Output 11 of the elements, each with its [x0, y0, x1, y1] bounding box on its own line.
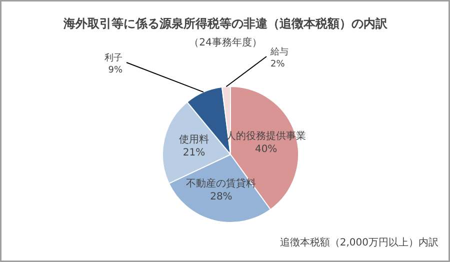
- data-label: 28%: [210, 192, 232, 203]
- chart-subtitle: （24事務年度）: [189, 36, 262, 48]
- slice-label: 利子: [104, 52, 122, 64]
- slice-label: 使用料: [179, 133, 209, 146]
- chart-title: 海外取引等に係る源泉所得税等の非違（追徴本税額）の内訳: [62, 16, 388, 30]
- data-label: 21%: [182, 147, 206, 158]
- data-label: 40%: [254, 144, 278, 155]
- text: 追徴本税額（2,000万円以上）内訳: [280, 236, 439, 248]
- data-label: 2%: [270, 60, 286, 70]
- slice-label: 給与: [270, 46, 288, 58]
- data-label: 9%: [108, 66, 123, 76]
